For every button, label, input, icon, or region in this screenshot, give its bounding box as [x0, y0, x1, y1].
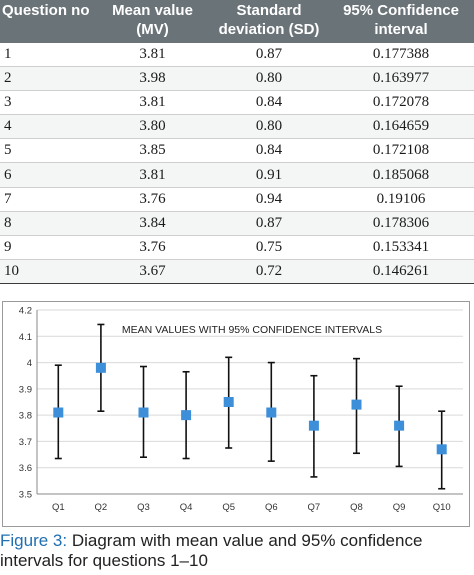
- mean-marker: [308, 420, 319, 431]
- x-tick-label: Q2: [95, 502, 108, 513]
- mean-value-cell: 3.85: [139, 142, 166, 159]
- table-row: 7 3.76 0.94 0.19106: [0, 187, 474, 212]
- y-tick-label: 3.5: [19, 490, 32, 501]
- x-tick-label: Q9: [393, 502, 406, 513]
- mean-marker: [394, 420, 405, 431]
- x-tick-label: Q3: [137, 502, 150, 513]
- x-tick-label: Q8: [350, 502, 363, 513]
- mean-value-cell: 3.81: [139, 46, 166, 63]
- table-row: 3 3.81 0.84 0.172078: [0, 91, 474, 115]
- mean-marker: [138, 407, 149, 418]
- y-tick-label: 3.8: [19, 411, 32, 422]
- caption-label: Figure 3:: [0, 531, 68, 550]
- y-tick-label: 3.6: [19, 463, 32, 474]
- header-standard-deviation: Standard deviation (SD): [210, 0, 328, 43]
- chart-title: MEAN VALUES WITH 95% CONFIDENCE INTERVAL…: [122, 324, 382, 336]
- question-no-cell: 3: [4, 94, 12, 111]
- table-row: 4 3.80 0.80 0.164659: [0, 114, 474, 139]
- x-tick-label: Q4: [180, 502, 193, 513]
- mean-marker: [53, 407, 64, 418]
- ci-cell: 0.153341: [372, 238, 430, 255]
- mean-value-cell: 3.67: [139, 262, 166, 279]
- sd-cell: 0.72: [255, 262, 283, 279]
- ci-cell: 0.172108: [372, 142, 430, 159]
- question-no-cell: 2: [4, 70, 12, 87]
- confidence-interval-chart: 3.5 3.6 3.7 3.8 3.9 4 4.1 4.2 MEAN VALUES WITH 9…: [19, 306, 463, 513]
- sd-cell: 0.84: [255, 94, 283, 111]
- ci-cell: 0.163977: [372, 70, 430, 87]
- header-question-no: Question no: [0, 0, 95, 43]
- ci-cell: 0.146261: [372, 262, 430, 279]
- y-tick-label: 3.7: [19, 437, 32, 448]
- sd-cell: 0.80: [255, 118, 283, 135]
- table-header-row: Question no Mean value (MV) Standard dev…: [0, 0, 474, 43]
- x-tick-label: Q1: [52, 502, 65, 513]
- question-no-cell: 8: [4, 214, 12, 231]
- x-tick-label: Q5: [222, 502, 235, 513]
- mean-value-cell: 3.84: [139, 214, 166, 231]
- figure-caption: Figure 3: Diagram with mean value and 95…: [0, 531, 474, 571]
- question-no-cell: 5: [4, 142, 12, 159]
- y-tick-label: 3.9: [19, 384, 32, 395]
- table-body: 1 3.81 0.87 0.177388 2 3.98 0.80 0.163977 3 3.81 0…: [0, 43, 474, 284]
- table-row: 6 3.81 0.91 0.185068: [0, 162, 474, 188]
- table-row: 8 3.84 0.87 0.178306: [0, 211, 474, 236]
- ci-cell: 0.177388: [372, 46, 430, 63]
- results-table: Question no Mean value (MV) Standard dev…: [0, 0, 474, 284]
- results-table-container: Question no Mean value (MV) Standard dev…: [0, 0, 474, 284]
- table-row: 5 3.85 0.84 0.172108: [0, 139, 474, 163]
- mean-marker: [266, 407, 277, 418]
- caption-text: Diagram with mean value and 95% confiden…: [0, 531, 423, 570]
- sd-cell: 0.84: [255, 142, 283, 159]
- table-row: 2 3.98 0.80 0.163977: [0, 66, 474, 91]
- sd-cell: 0.75: [255, 238, 283, 255]
- ci-cell: 0.185068: [372, 166, 430, 183]
- question-no-cell: 7: [4, 190, 12, 207]
- question-no-cell: 1: [4, 46, 12, 63]
- ci-cell: 0.164659: [372, 118, 430, 135]
- mean-marker: [223, 397, 234, 407]
- mean-marker: [351, 399, 362, 410]
- mean-marker: [95, 362, 106, 373]
- y-tick-label: 4: [27, 358, 32, 369]
- ci-cell: 0.178306: [372, 214, 430, 231]
- table-row: 9 3.76 0.75 0.153341: [0, 235, 474, 260]
- question-no-cell: 10: [4, 262, 19, 279]
- ci-cell: 0.172078: [372, 94, 430, 111]
- chart-frame: 3.5 3.6 3.7 3.8 3.9 4 4.1 4.2 MEAN VALUES WITH 9…: [2, 301, 470, 527]
- mean-value-cell: 3.80: [139, 118, 166, 135]
- mean-value-cell: 3.76: [139, 190, 166, 207]
- sd-cell: 0.80: [255, 70, 283, 87]
- sd-cell: 0.87: [255, 46, 283, 63]
- x-tick-label: Q7: [308, 502, 321, 513]
- header-mean-value: Mean value (MV): [95, 0, 210, 43]
- y-tick-label: 4.1: [19, 332, 32, 343]
- mean-marker: [436, 444, 447, 455]
- question-no-cell: 6: [4, 166, 12, 183]
- header-confidence-interval: 95% Confidence interval: [328, 0, 474, 43]
- mean-value-cell: 3.81: [139, 166, 166, 183]
- mean-marker: [181, 410, 192, 421]
- sd-cell: 0.94: [255, 190, 283, 207]
- y-tick-label: 4.2: [19, 306, 32, 317]
- mean-value-cell: 3.81: [139, 94, 166, 111]
- mean-value-cell: 3.76: [139, 238, 166, 255]
- x-tick-label: Q6: [265, 502, 278, 513]
- mean-value-cell: 3.98: [139, 70, 166, 87]
- sd-cell: 0.87: [255, 214, 283, 231]
- sd-cell: 0.91: [255, 166, 283, 183]
- x-tick-label: Q10: [433, 502, 451, 513]
- question-no-cell: 9: [4, 238, 12, 255]
- question-no-cell: 4: [4, 118, 12, 135]
- ci-cell: 0.19106: [376, 190, 426, 207]
- table-row: 10 3.67 0.72 0.146261: [0, 259, 474, 284]
- table-row: 1 3.81 0.87 0.177388: [0, 43, 474, 67]
